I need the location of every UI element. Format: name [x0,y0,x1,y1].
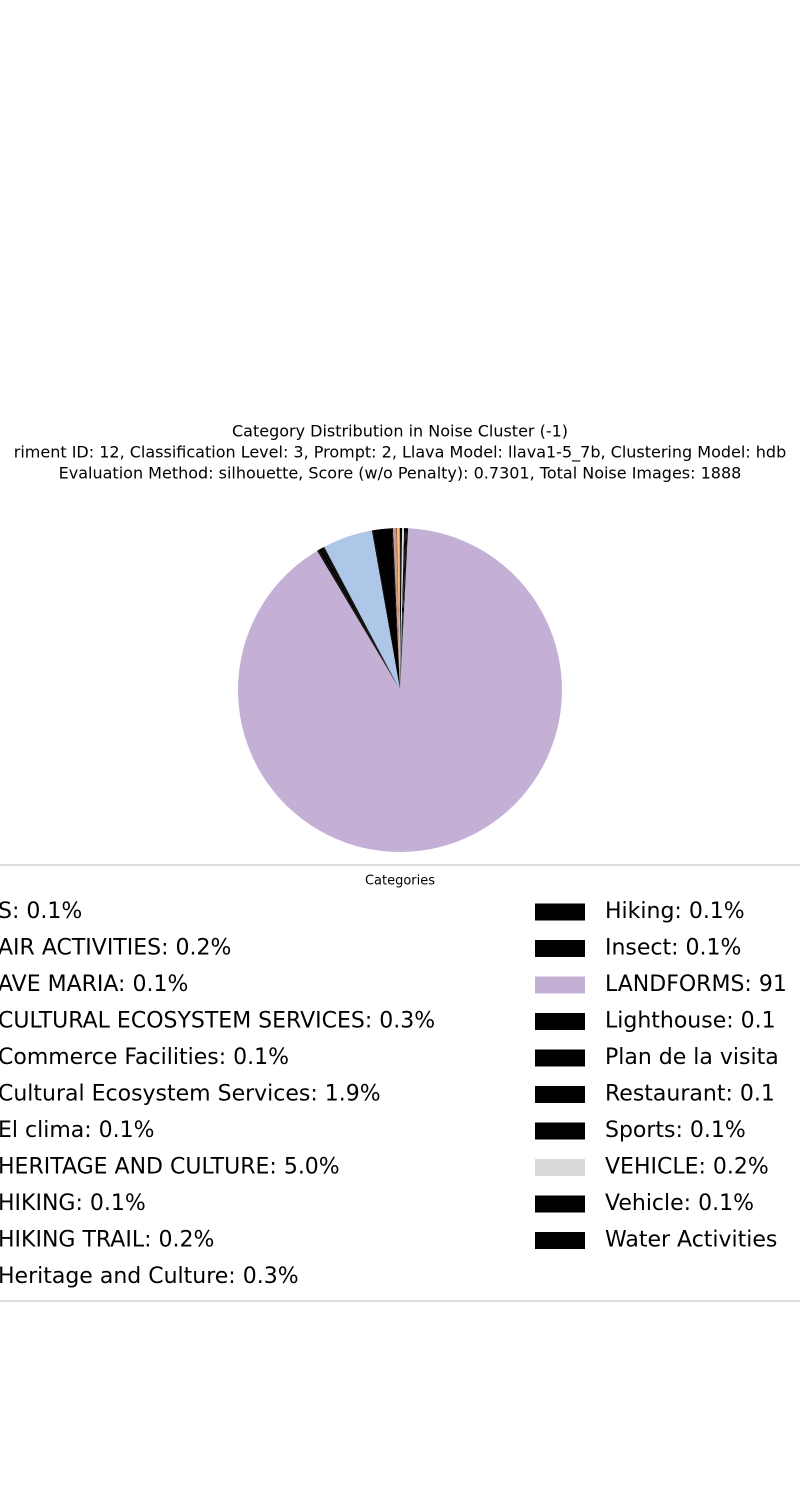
pie-slice [318,548,400,690]
pie-slice [395,528,400,690]
legend-label: HIKING TRAIL: 0.2% [0,1228,214,1253]
legend-label: El clima: 0.1% [0,1118,155,1143]
legend-label: AIR ACTIVITIES: 0.2% [0,936,231,961]
legend-swatch [535,1013,585,1030]
pie-slice [237,528,562,852]
legend-swatch [535,940,585,957]
legend-swatch [535,976,585,994]
chart-subtitle: riment ID: 12, Classification Level: 3, … [14,443,786,463]
pie-slice [321,547,400,690]
legend-label: Water Activities [605,1228,777,1253]
legend-title: Categories [365,874,435,889]
legend-label: HIKING: 0.1% [0,1191,146,1216]
pie-slice [391,528,400,690]
pie-slice [396,528,400,690]
legend-label: HERITAGE AND CULTURE: 5.0% [0,1155,340,1180]
legend-label: S: 0.1% [0,899,82,924]
legend-label: Heritage and Culture: 0.3% [0,1264,299,1289]
pie-slice [400,528,406,690]
pie-slice [317,550,400,690]
chart-title: Category Distribution in Noise Cluster (… [232,422,568,441]
legend-swatch [535,1086,585,1103]
legend-label: Vehicle: 0.1% [605,1191,754,1216]
legend-label: VEHICLE: 0.2% [605,1155,769,1180]
legend-label: Restaurant: 0.1 [605,1082,775,1107]
pie-slice [324,530,400,690]
legend-label: Sports: 0.1% [605,1118,746,1143]
legend-label: LANDFORMS: 91 [605,972,787,997]
pie-slice [400,528,402,690]
pie-slice [371,530,400,690]
legend-label: Insect: 0.1% [605,936,741,961]
legend-label: Commerce Facilities: 0.1% [0,1045,289,1070]
legend-label: Hiking: 0.1% [605,899,745,924]
legend-label: CULTURAL ECOSYSTEM SERVICES: 0.3% [0,1009,435,1034]
legend-label: Plan de la visita [605,1045,779,1070]
legend-label: Cultural Ecosystem Services: 1.9% [0,1082,381,1107]
pie-slice [400,528,403,690]
pie-slice [323,546,400,690]
chart-subtitle: Evaluation Method: silhouette, Score (w/… [59,464,742,483]
legend-swatch [535,1195,585,1213]
pie-slice [400,528,409,690]
legend-label: Lighthouse: 0.1 [605,1009,776,1034]
legend-swatch [535,1122,585,1140]
legend-swatch [535,1049,585,1067]
pie-slice [372,528,400,690]
pie-slice [400,528,405,690]
pie-slice [392,528,400,690]
pie-slice [398,528,400,690]
legend-swatch [535,1232,585,1249]
legend-swatch [535,1159,585,1176]
pie-slice [317,549,400,690]
pie-slice [400,528,407,690]
legend-label: AVE MARIA: 0.1% [0,972,188,997]
legend-swatch [535,903,585,921]
pie-slice [400,528,408,690]
